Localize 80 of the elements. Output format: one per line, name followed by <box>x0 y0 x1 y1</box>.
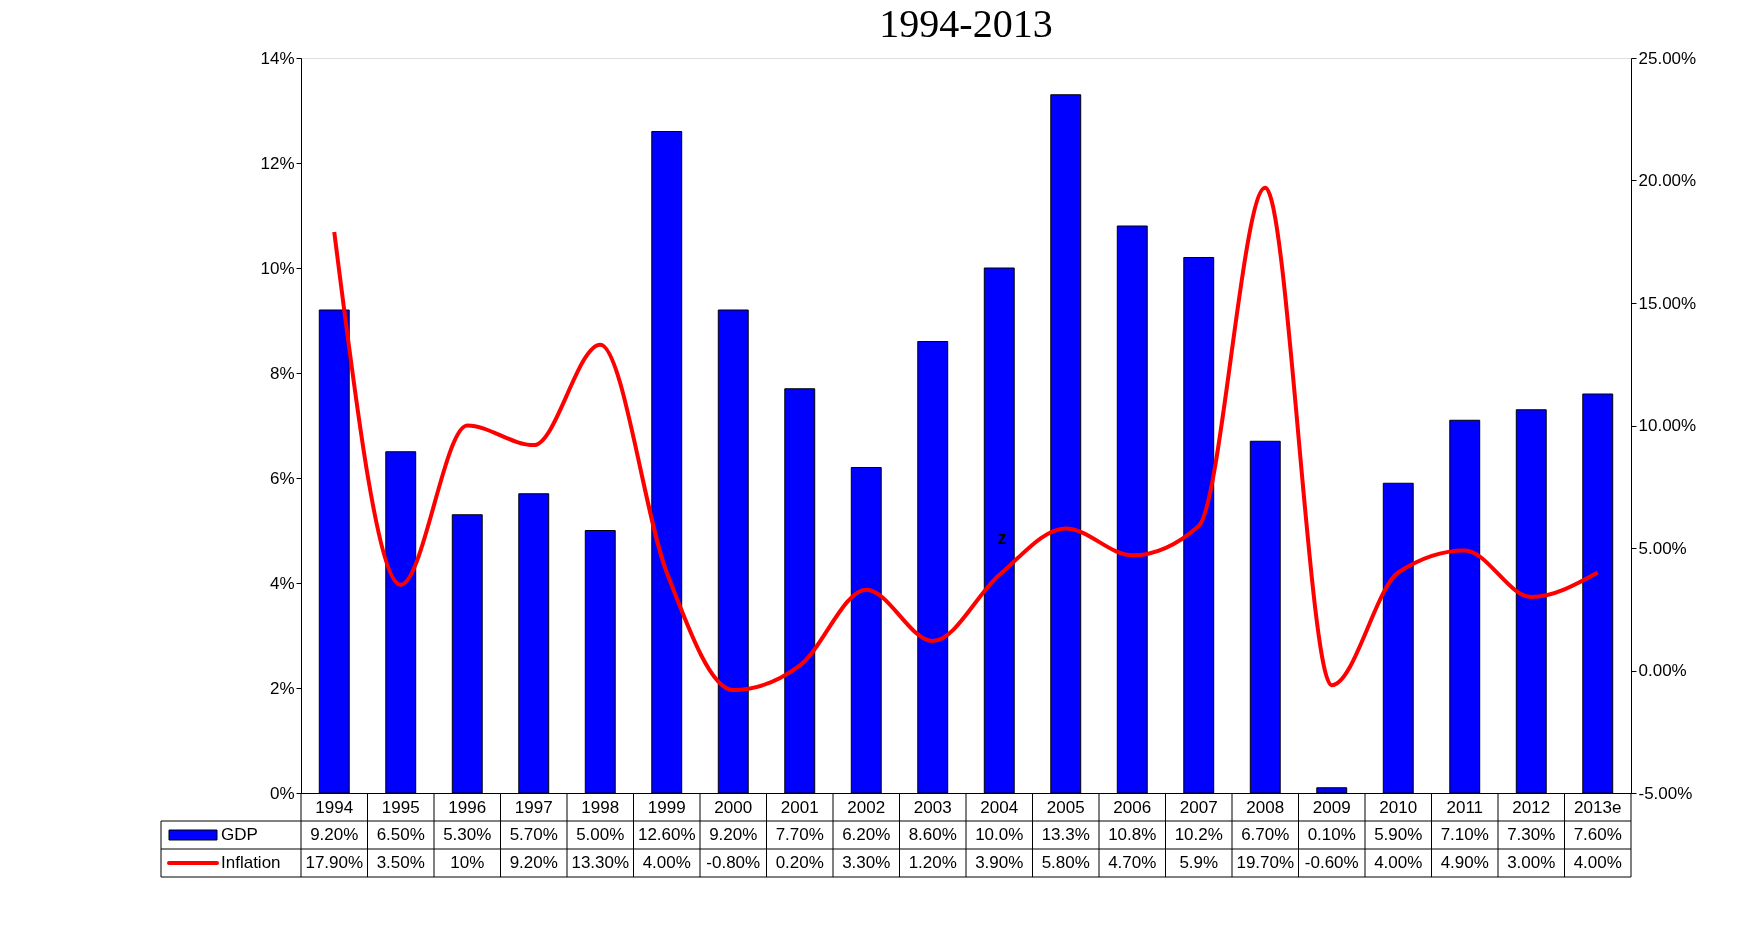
x-tick-label: 2010 <box>1379 797 1418 817</box>
data-label: -0.80% <box>706 853 761 872</box>
annotation: z <box>997 528 1007 549</box>
data-label: 13.3% <box>1041 825 1090 844</box>
x-tick-label: 1996 <box>448 797 487 817</box>
data-label: 4.00% <box>1374 853 1423 872</box>
data-label: 5.80% <box>1041 853 1090 872</box>
y2-tick-label: 20.00% <box>1638 171 1697 190</box>
x-tick-label: 1999 <box>647 797 686 817</box>
y-tick-label: 0% <box>269 783 295 803</box>
y2-tick-label: 0.00% <box>1638 661 1687 680</box>
data-label: 9.20% <box>509 853 558 872</box>
data-label: 13.30% <box>571 853 630 872</box>
data-label: 6.20% <box>842 825 891 844</box>
y2-tick-label: 15.00% <box>1638 293 1697 313</box>
data-label: 10.8% <box>1108 825 1157 844</box>
data-label: 3.30% <box>842 853 891 872</box>
x-tick-label: 2007 <box>1179 797 1218 817</box>
data-label: 7.70% <box>775 825 824 844</box>
x-tick-label: 2001 <box>780 797 819 817</box>
data-label: 6.70% <box>1241 825 1290 844</box>
chart-title: 1994-2013 <box>879 1 1053 46</box>
data-label: 19.70% <box>1236 853 1295 872</box>
x-tick-label: 2008 <box>1246 797 1285 817</box>
y2-tick-label: 10.00% <box>1638 416 1697 435</box>
data-label: 0.20% <box>775 853 824 872</box>
data-label: 7.30% <box>1507 825 1556 844</box>
data-label: 5.9% <box>1179 853 1219 872</box>
data-label: 10.0% <box>975 825 1024 844</box>
x-tick-label: 2005 <box>1046 797 1085 817</box>
data-label: 5.30% <box>443 825 492 844</box>
data-label: 12.60% <box>637 825 696 844</box>
x-tick-label: 2000 <box>714 797 753 817</box>
x-tick-label: 1994 <box>315 797 354 817</box>
x-tick-label: 2004 <box>980 797 1019 817</box>
data-label: 0.10% <box>1307 825 1356 844</box>
data-label: 7.10% <box>1440 825 1489 844</box>
data-label: 4.00% <box>1573 853 1622 872</box>
data-label: 9.20% <box>709 825 758 844</box>
y2-tick-label: 25.00% <box>1638 48 1697 68</box>
data-label: 6.50% <box>376 825 425 844</box>
x-tick-label: 2002 <box>847 797 886 817</box>
x-tick-label: 1995 <box>381 797 420 817</box>
x-tick-label: 2009 <box>1312 797 1351 817</box>
data-label: 10.2% <box>1174 825 1223 844</box>
data-label: 17.90% <box>305 853 364 872</box>
data-label: 3.00% <box>1507 853 1556 872</box>
x-tick-label: 1997 <box>514 797 553 817</box>
data-label: 5.00% <box>576 825 625 844</box>
data-label: 8.60% <box>908 825 957 844</box>
x-tick-label: 1998 <box>581 797 620 817</box>
y-tick-label: 6% <box>269 468 295 488</box>
line-series <box>332 185 1600 693</box>
data-label: 4.70% <box>1108 853 1157 872</box>
x-tick-label: 2006 <box>1113 797 1152 817</box>
x-tick-label: 2012 <box>1512 797 1551 817</box>
y-tick-label: 14% <box>260 48 295 68</box>
data-label: 3.90% <box>975 853 1024 872</box>
data-label: -0.60% <box>1304 853 1359 872</box>
y-tick-label: 10% <box>260 258 295 278</box>
data-label: 10% <box>450 853 485 872</box>
data-label: 3.50% <box>376 853 425 872</box>
y-tick-label: 2% <box>269 678 295 698</box>
x-tick-label: 2013e <box>1574 797 1622 817</box>
legend-label: Inflation <box>221 853 281 872</box>
x-tick-label: 2003 <box>913 797 952 817</box>
data-label: 9.20% <box>310 825 359 844</box>
data-label: 1.20% <box>908 853 957 872</box>
data-label: 4.00% <box>642 853 691 872</box>
y2-tick-label: 5.00% <box>1638 538 1687 558</box>
data-label: 5.70% <box>509 825 558 844</box>
y-tick-label: 8% <box>269 363 295 383</box>
legend-label: GDP <box>221 825 258 844</box>
x-tick-label: 2011 <box>1446 797 1484 817</box>
data-label: 5.90% <box>1374 825 1423 844</box>
data-label: 7.60% <box>1573 825 1622 844</box>
y-tick-label: 12% <box>260 153 295 173</box>
data-label: 4.90% <box>1440 853 1489 872</box>
y2-tick-label: -5.00% <box>1638 783 1693 803</box>
y-tick-label: 4% <box>269 573 295 593</box>
